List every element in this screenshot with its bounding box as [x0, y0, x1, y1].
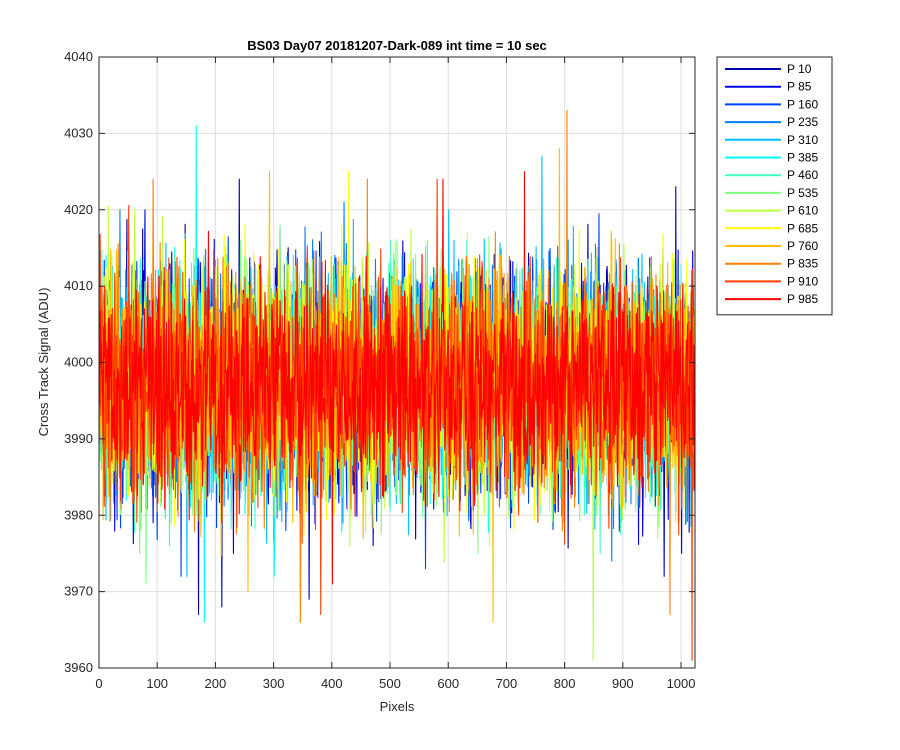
y-tick-label: 4030 [64, 125, 93, 140]
legend-label: P 310 [787, 133, 818, 147]
legend-label: P 85 [787, 80, 812, 94]
legend-label: P 910 [787, 274, 818, 288]
y-tick-label: 4010 [64, 278, 93, 293]
y-tick-label: 4000 [64, 355, 93, 370]
x-tick-label: 800 [554, 676, 576, 691]
x-tick-label: 200 [205, 676, 227, 691]
series-line-p-985 [99, 171, 696, 585]
x-tick-label: 100 [146, 676, 168, 691]
legend-label: P 760 [787, 239, 818, 253]
legend-label: P 985 [787, 292, 818, 306]
legend-label: P 460 [787, 168, 818, 182]
legend-label: P 10 [787, 62, 812, 76]
y-tick-label: 3980 [64, 507, 93, 522]
ticks: 0 100 200 300 400 500 600 700 800 900 1000 3960 3970… [64, 49, 695, 691]
legend-label: P 610 [787, 204, 818, 218]
x-tick-label: 900 [612, 676, 634, 691]
y-tick-label: 3960 [64, 660, 93, 675]
legend: P 10 P 85 P 160 P 235 P 310 P 385 P 460 P 535 P … [716, 56, 833, 316]
legend-label: P 385 [787, 151, 818, 165]
x-tick-label: 400 [321, 676, 343, 691]
legend-label: P 235 [787, 115, 818, 129]
legend-label: P 835 [787, 257, 818, 271]
chart-title: BS03 Day07 20181207-Dark-089 int time = … [247, 38, 547, 53]
x-tick-label: 700 [496, 676, 518, 691]
x-tick-label: 1000 [667, 676, 696, 691]
y-axis-label: Cross Track Signal (ADU) [36, 288, 51, 437]
y-tick-label: 3990 [64, 431, 93, 446]
x-tick-label: 300 [263, 676, 285, 691]
series-layer [99, 109, 696, 661]
x-tick-label: 0 [95, 676, 102, 691]
legend-label: P 685 [787, 221, 818, 235]
y-tick-label: 4020 [64, 202, 93, 217]
y-tick-label: 4040 [64, 49, 93, 64]
x-tick-label: 600 [437, 676, 459, 691]
x-axis-label: Pixels [380, 699, 415, 714]
legend-label: P 160 [787, 97, 818, 111]
legend-box [716, 56, 833, 316]
legend-label: P 535 [787, 186, 818, 200]
x-tick-label: 500 [379, 676, 401, 691]
y-tick-label: 3970 [64, 584, 93, 599]
